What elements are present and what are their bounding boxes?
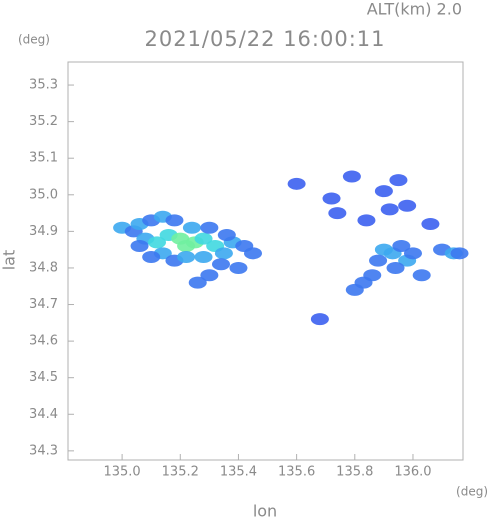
echo-cell: [217, 229, 236, 242]
echo-cell: [345, 283, 364, 296]
y-tick-label: 34.5: [29, 370, 58, 385]
echo-cell: [310, 313, 329, 326]
echo-cell: [194, 250, 213, 263]
echo-cell: [450, 247, 469, 260]
x-tick-label: 135.6: [278, 465, 315, 480]
x-tick-label: 135.4: [220, 465, 257, 480]
echo-cell: [392, 240, 411, 253]
echo-cell: [328, 207, 347, 220]
echo-cell: [142, 250, 161, 263]
echo-cell: [421, 218, 440, 231]
echo-cell: [374, 185, 393, 198]
echo-cell: [188, 276, 207, 289]
echo-cell: [398, 199, 417, 212]
echo-cell: [214, 247, 233, 260]
x-axis-label: lon: [253, 502, 277, 521]
echo-cell: [403, 247, 422, 260]
echo-cell: [200, 269, 219, 282]
echo-cell: [177, 250, 196, 263]
y-tick-label: 34.8: [29, 260, 58, 275]
chart-title: 2021/05/22 16:00:11: [144, 27, 385, 51]
echo-cell: [357, 214, 376, 227]
echo-cell: [243, 247, 262, 260]
echo-cell: [211, 258, 230, 271]
echo-cell: [322, 192, 341, 205]
echo-cell: [200, 221, 219, 234]
x-unit: (deg): [456, 485, 488, 499]
echo-cell: [386, 261, 405, 274]
echo-cell: [287, 177, 306, 190]
altitude-label: ALT(km) 2.0: [367, 0, 462, 19]
y-tick-label: 35.2: [29, 114, 58, 129]
echo-cell: [389, 174, 408, 187]
echo-cell: [130, 240, 149, 253]
echo-cell: [412, 269, 431, 282]
y-axis-label: lat: [0, 250, 19, 271]
echo-cell: [194, 232, 213, 245]
y-tick-label: 34.3: [29, 443, 58, 458]
x-tick-label: 135.2: [162, 465, 199, 480]
y-tick-label: 35.1: [29, 151, 58, 166]
y-unit: (deg): [18, 33, 50, 47]
echo-cell: [369, 254, 388, 267]
x-tick-label: 135.0: [103, 465, 140, 480]
y-tick-label: 34.9: [29, 224, 58, 239]
echo-cell: [148, 236, 167, 249]
x-tick-label: 135.8: [336, 465, 373, 480]
y-tick-label: 34.6: [29, 334, 58, 349]
echo-cell: [380, 203, 399, 216]
echo-cell: [229, 261, 248, 274]
echo-cell: [165, 214, 184, 227]
y-tick-label: 34.7: [29, 297, 58, 312]
y-tick-label: 35.0: [29, 187, 58, 202]
echo-cell: [342, 170, 361, 183]
y-tick-label: 34.4: [29, 407, 58, 422]
plot-frame: [67, 61, 464, 461]
x-tick-label: 136.0: [394, 465, 431, 480]
echo-cell: [182, 221, 201, 234]
y-tick-label: 35.3: [29, 78, 58, 93]
